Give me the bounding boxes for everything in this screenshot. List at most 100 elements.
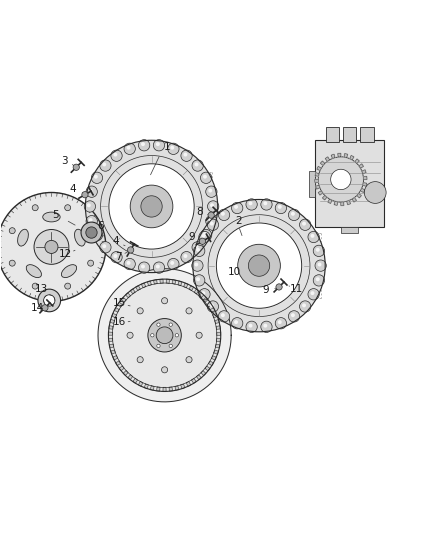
- Circle shape: [34, 230, 69, 264]
- Circle shape: [313, 274, 325, 286]
- Circle shape: [275, 203, 286, 214]
- Circle shape: [156, 264, 160, 269]
- Circle shape: [86, 186, 97, 197]
- Ellipse shape: [74, 229, 85, 246]
- Polygon shape: [131, 289, 135, 294]
- Polygon shape: [208, 361, 213, 366]
- Circle shape: [194, 245, 205, 256]
- Polygon shape: [315, 173, 319, 176]
- FancyBboxPatch shape: [315, 140, 384, 228]
- Circle shape: [194, 244, 198, 248]
- Polygon shape: [328, 199, 332, 204]
- Circle shape: [318, 263, 321, 266]
- Circle shape: [192, 241, 203, 253]
- Polygon shape: [116, 361, 120, 366]
- Text: 15: 15: [113, 298, 127, 309]
- Polygon shape: [138, 382, 143, 386]
- Bar: [360, 127, 374, 142]
- Circle shape: [192, 160, 203, 171]
- Circle shape: [302, 303, 306, 308]
- Bar: [341, 228, 358, 232]
- Circle shape: [42, 305, 48, 311]
- Circle shape: [9, 228, 15, 233]
- Polygon shape: [157, 387, 160, 391]
- Text: 5: 5: [53, 210, 59, 220]
- Polygon shape: [119, 366, 124, 371]
- Polygon shape: [352, 198, 357, 202]
- Circle shape: [210, 203, 214, 207]
- Circle shape: [288, 311, 300, 322]
- Circle shape: [302, 222, 306, 225]
- Polygon shape: [316, 185, 320, 189]
- Circle shape: [94, 175, 98, 179]
- Polygon shape: [141, 283, 146, 288]
- Circle shape: [196, 277, 200, 281]
- Polygon shape: [184, 283, 188, 288]
- Polygon shape: [109, 344, 114, 348]
- Polygon shape: [144, 384, 148, 389]
- Circle shape: [141, 142, 145, 146]
- Text: 7: 7: [115, 252, 121, 262]
- Circle shape: [141, 264, 145, 269]
- Circle shape: [100, 241, 111, 253]
- Circle shape: [91, 229, 102, 241]
- Circle shape: [291, 212, 295, 216]
- Polygon shape: [189, 286, 194, 290]
- Polygon shape: [128, 375, 133, 379]
- Polygon shape: [112, 313, 117, 318]
- Polygon shape: [121, 297, 126, 302]
- Circle shape: [210, 222, 214, 225]
- Circle shape: [232, 203, 243, 214]
- Circle shape: [208, 201, 219, 212]
- Polygon shape: [136, 286, 140, 290]
- Circle shape: [130, 185, 173, 228]
- Circle shape: [308, 288, 319, 300]
- Circle shape: [88, 189, 92, 192]
- Polygon shape: [359, 164, 364, 168]
- Polygon shape: [217, 332, 221, 335]
- Circle shape: [263, 324, 267, 328]
- Circle shape: [65, 205, 71, 211]
- Polygon shape: [172, 280, 176, 284]
- Circle shape: [32, 205, 38, 211]
- Circle shape: [181, 252, 192, 263]
- Polygon shape: [201, 370, 206, 376]
- Polygon shape: [178, 281, 182, 286]
- Circle shape: [168, 259, 179, 270]
- Circle shape: [201, 291, 205, 295]
- Circle shape: [263, 201, 267, 205]
- Circle shape: [248, 324, 252, 328]
- Circle shape: [65, 283, 71, 289]
- Circle shape: [315, 260, 326, 271]
- Circle shape: [127, 146, 131, 150]
- Circle shape: [86, 227, 97, 238]
- Circle shape: [221, 313, 225, 317]
- Polygon shape: [197, 375, 201, 379]
- Text: 9: 9: [263, 286, 269, 295]
- Polygon shape: [362, 170, 366, 174]
- Circle shape: [156, 142, 160, 146]
- Circle shape: [201, 172, 212, 183]
- Circle shape: [308, 231, 319, 243]
- Circle shape: [278, 320, 282, 324]
- Circle shape: [201, 229, 212, 241]
- Polygon shape: [109, 164, 194, 249]
- Circle shape: [100, 160, 111, 171]
- Circle shape: [81, 222, 102, 243]
- Circle shape: [207, 219, 219, 230]
- Polygon shape: [169, 387, 173, 391]
- Circle shape: [261, 321, 272, 333]
- Circle shape: [175, 334, 179, 337]
- Ellipse shape: [18, 229, 28, 246]
- Circle shape: [82, 191, 88, 198]
- Circle shape: [157, 344, 160, 348]
- Ellipse shape: [26, 265, 42, 278]
- Polygon shape: [216, 223, 302, 308]
- Text: 2: 2: [235, 216, 242, 226]
- Polygon shape: [216, 326, 220, 329]
- Circle shape: [111, 150, 122, 161]
- Circle shape: [151, 334, 154, 337]
- Text: 13: 13: [35, 284, 48, 294]
- Polygon shape: [334, 201, 338, 205]
- Polygon shape: [113, 356, 118, 360]
